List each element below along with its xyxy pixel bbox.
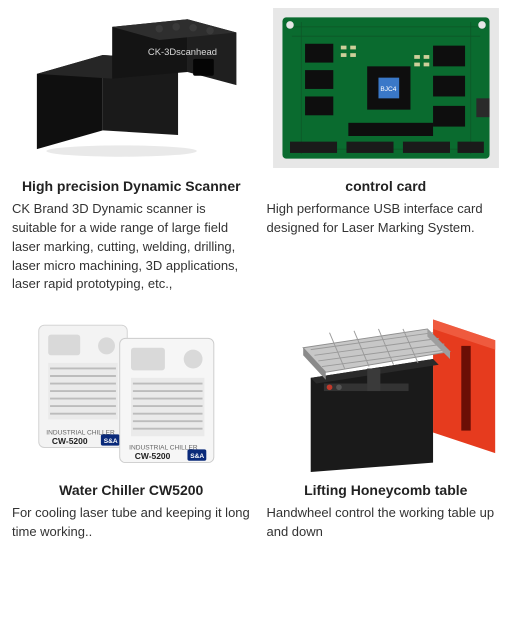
product-card-control-card: BJC4 [267,8,506,294]
product-image-water-chiller: INDUSTRIAL CHILLER CW-5200 S&A [12,312,251,472]
svg-text:BJC4: BJC4 [380,86,396,93]
product-card-dynamic-scanner: CK-3Dscanhead High precision Dynamic Sca… [12,8,251,294]
svg-text:CW-5200: CW-5200 [52,436,88,446]
product-grid: CK-3Dscanhead High precision Dynamic Sca… [12,8,505,542]
product-title: control card [267,178,506,194]
product-image-honeycomb-table [267,312,506,472]
product-image-control-card: BJC4 [267,8,506,168]
scanner-label-text: CK-3Dscanhead [148,46,217,57]
product-title: Water Chiller CW5200 [12,482,251,498]
svg-text:CW-5200: CW-5200 [135,451,171,461]
product-description: For cooling laser tube and keeping it lo… [12,504,251,542]
product-card-water-chiller: INDUSTRIAL CHILLER CW-5200 S&A [12,312,251,542]
product-title: Lifting Honeycomb table [267,482,506,498]
svg-text:S&A: S&A [104,438,118,445]
product-title: High precision Dynamic Scanner [12,178,251,194]
product-description: High performance USB interface card desi… [267,200,506,238]
product-description: CK Brand 3D Dynamic scanner is suitable … [12,200,251,294]
svg-text:S&A: S&A [191,453,205,460]
product-card-honeycomb-table: Lifting Honeycomb table Handwheel contro… [267,312,506,542]
product-image-dynamic-scanner: CK-3Dscanhead [12,8,251,168]
product-description: Handwheel control the working table up a… [267,504,506,542]
